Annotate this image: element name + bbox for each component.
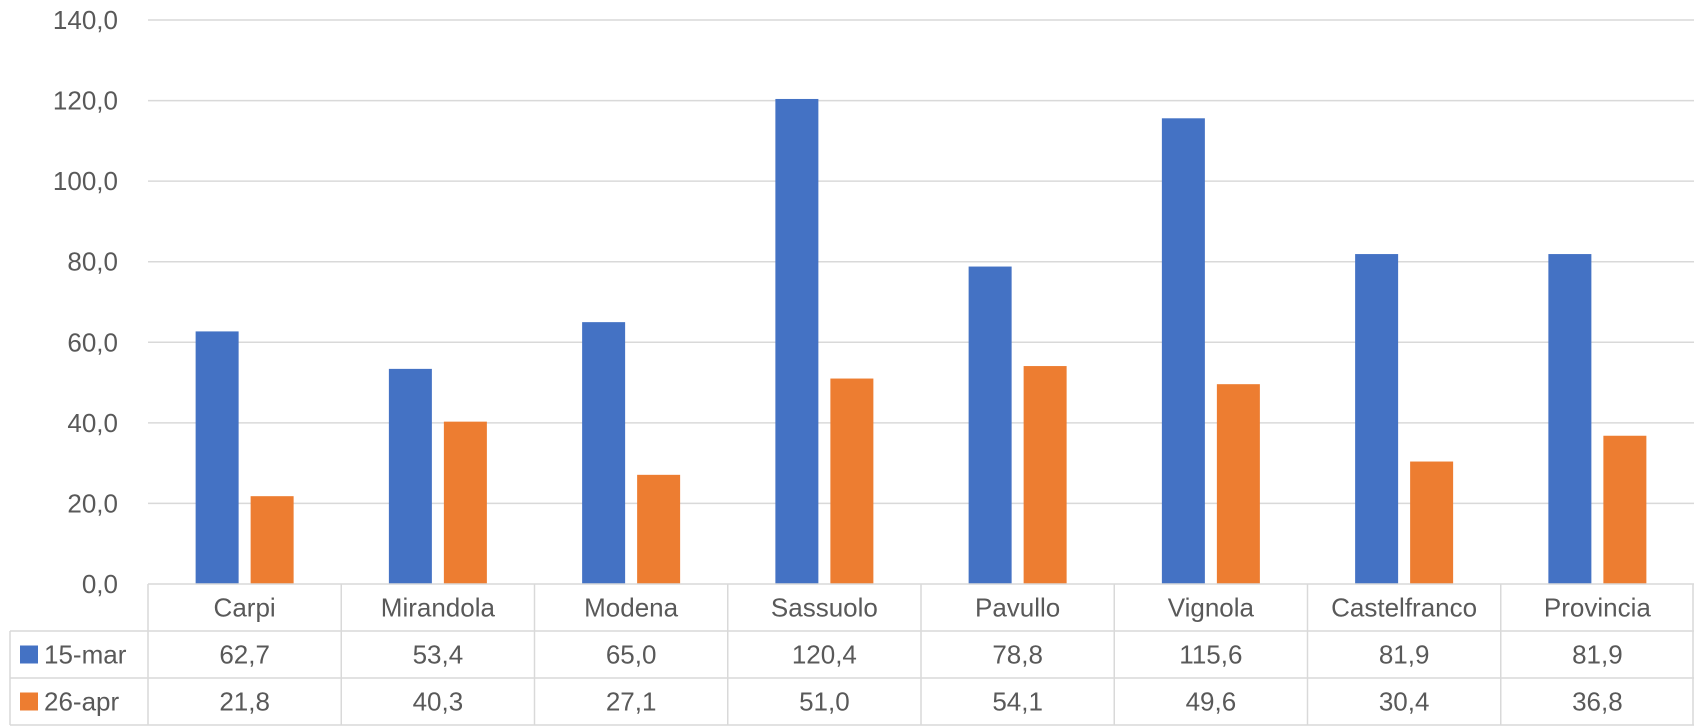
legend-label: 26-apr (44, 687, 119, 717)
table-value: 49,6 (1186, 687, 1237, 717)
table-value: 62,7 (219, 640, 270, 670)
y-tick-label: 20,0 (67, 488, 118, 518)
data-table: Carpi Mirandola Modena Sassuolo Pavullo Vigno… (9, 583, 1694, 726)
category-label: Carpi (214, 593, 276, 623)
table-value: 54,1 (992, 687, 1043, 717)
category-label: Modena (584, 593, 678, 623)
table-value: 27,1 (606, 687, 657, 717)
table-value: 53,4 (413, 640, 464, 670)
table-value: 40,3 (413, 687, 464, 717)
table-value: 81,9 (1379, 640, 1430, 670)
bars (195, 98, 1647, 585)
bar-series2 (250, 496, 294, 584)
legend-swatch (20, 692, 38, 711)
y-axis-ticks: 0,0 20,0 40,0 60,0 80,0 100,0 120,0 140,0 (53, 5, 118, 599)
table-value: 120,4 (792, 640, 857, 670)
table-value: 30,4 (1379, 687, 1430, 717)
bar-series2 (1216, 384, 1260, 584)
table-value: 115,6 (1179, 640, 1242, 670)
table-value: 21,8 (219, 687, 270, 717)
table-value: 36,8 (1572, 687, 1623, 717)
category-label: Castelfranco (1331, 593, 1477, 623)
category-label: Vignola (1168, 593, 1255, 623)
category-label: Provincia (1544, 593, 1651, 623)
y-tick-label: 40,0 (67, 408, 118, 438)
gridlines (148, 19, 1694, 505)
bar-series2 (637, 474, 681, 584)
bar-series2 (1603, 435, 1647, 584)
table-value: 81,9 (1572, 640, 1623, 670)
legend-label: 15-mar (44, 640, 127, 670)
y-tick-label: 120,0 (53, 86, 118, 116)
bar-series1 (968, 266, 1012, 584)
y-tick-label: 0,0 (82, 569, 118, 599)
bar-series1 (388, 368, 432, 584)
table-value: 51,0 (799, 687, 850, 717)
table-value: 65,0 (606, 640, 657, 670)
y-tick-label: 80,0 (67, 247, 118, 277)
bar-series1 (195, 331, 239, 584)
y-tick-label: 100,0 (53, 166, 118, 196)
bar-series2 (830, 378, 874, 584)
bar-series1 (1355, 254, 1399, 584)
bar-series1 (1161, 118, 1205, 584)
bar-series2 (1023, 366, 1067, 584)
bar-series1 (775, 98, 819, 585)
category-label: Pavullo (975, 593, 1060, 623)
bar-series2 (443, 421, 487, 584)
category-label: Mirandola (381, 593, 496, 623)
y-tick-label: 140,0 (53, 5, 118, 35)
y-tick-label: 60,0 (67, 327, 118, 357)
table-value: 78,8 (992, 640, 1043, 670)
category-label: Sassuolo (771, 593, 878, 623)
bar-series2 (1410, 461, 1454, 584)
bar-series1 (582, 322, 626, 584)
bar-series1 (1548, 254, 1592, 584)
legend-swatch (20, 645, 38, 664)
